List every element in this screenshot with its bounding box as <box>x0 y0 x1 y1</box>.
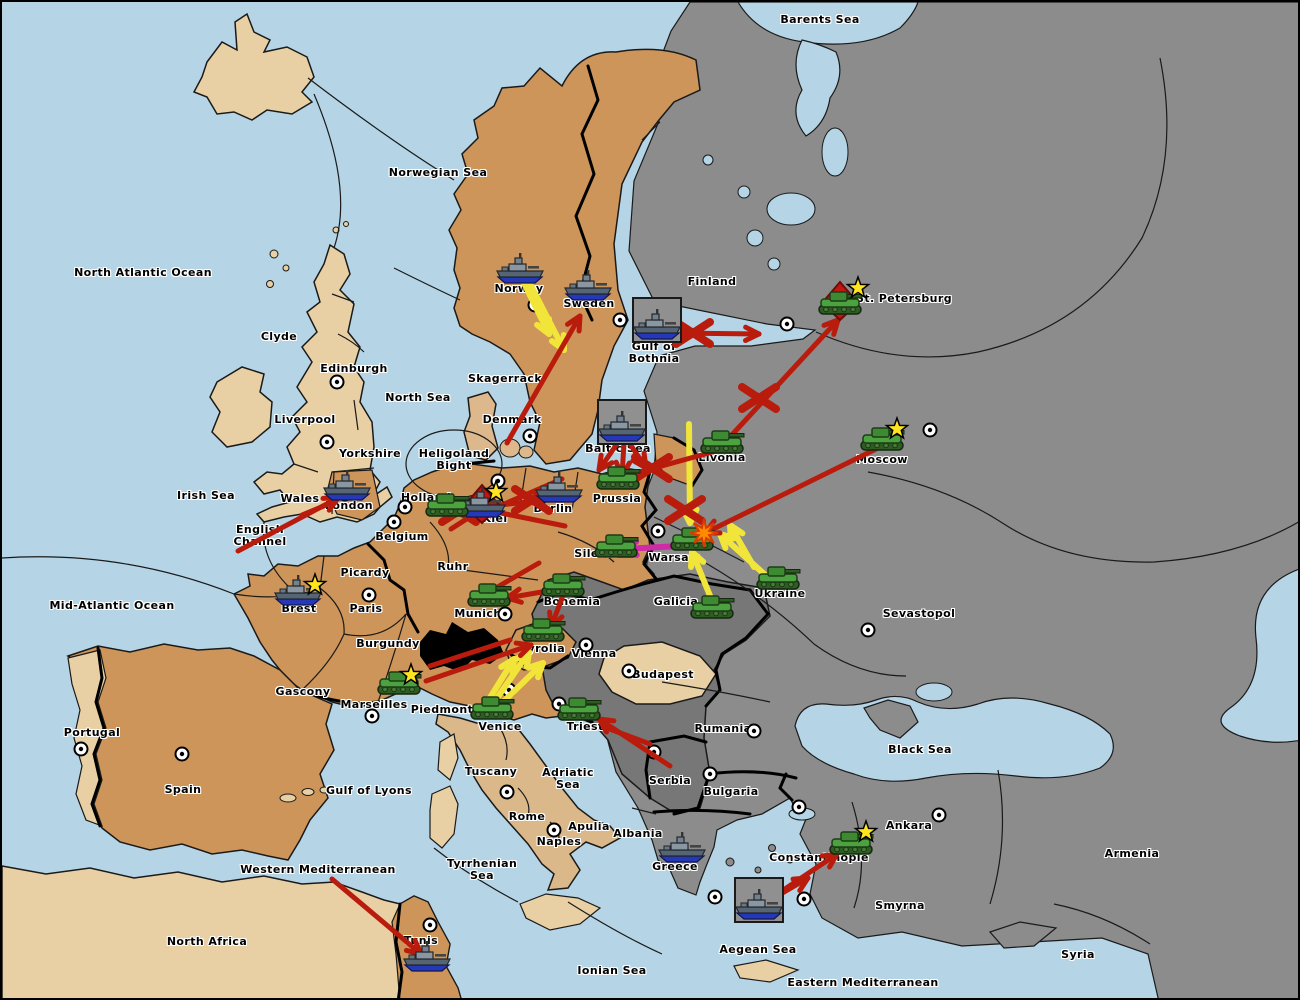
island-crete <box>733 959 800 983</box>
region-iceland[interactable] <box>192 12 315 121</box>
island-balearic <box>301 788 315 796</box>
island-balearic <box>279 793 297 803</box>
sea-barents[interactable] <box>737 2 919 45</box>
lake <box>702 154 714 166</box>
island-aegean <box>786 856 794 864</box>
island-zealand <box>499 438 521 458</box>
island <box>282 264 290 272</box>
sea-caspian <box>1220 568 1298 743</box>
island-aegean <box>754 866 762 874</box>
lake <box>746 229 764 247</box>
island <box>266 280 274 288</box>
island-aegean <box>768 844 776 852</box>
lake <box>737 185 751 199</box>
island-balearic <box>319 786 329 794</box>
sea-black-sea[interactable] <box>794 695 1114 782</box>
island <box>518 445 534 459</box>
island-aegean <box>725 857 735 867</box>
island-corsica <box>437 733 459 782</box>
lake-ladoga <box>766 192 816 226</box>
region-ireland[interactable] <box>209 366 273 448</box>
island-cyprus <box>988 921 1058 949</box>
region-budapest[interactable] <box>598 641 717 705</box>
sea-marmara <box>788 807 816 821</box>
region-denmark[interactable] <box>463 391 499 461</box>
region-russia-east[interactable] <box>604 2 1300 1000</box>
lake <box>767 257 781 271</box>
island-gotland <box>608 414 620 434</box>
island <box>269 249 279 259</box>
sea-azov <box>915 682 953 702</box>
island-aegean <box>740 878 748 886</box>
island <box>343 221 349 227</box>
region-scandinavia[interactable] <box>448 48 701 465</box>
lake-onega <box>821 127 849 177</box>
sea-white-sea <box>795 39 841 137</box>
region-crimea[interactable] <box>863 699 919 739</box>
island-sardinia <box>429 785 459 849</box>
